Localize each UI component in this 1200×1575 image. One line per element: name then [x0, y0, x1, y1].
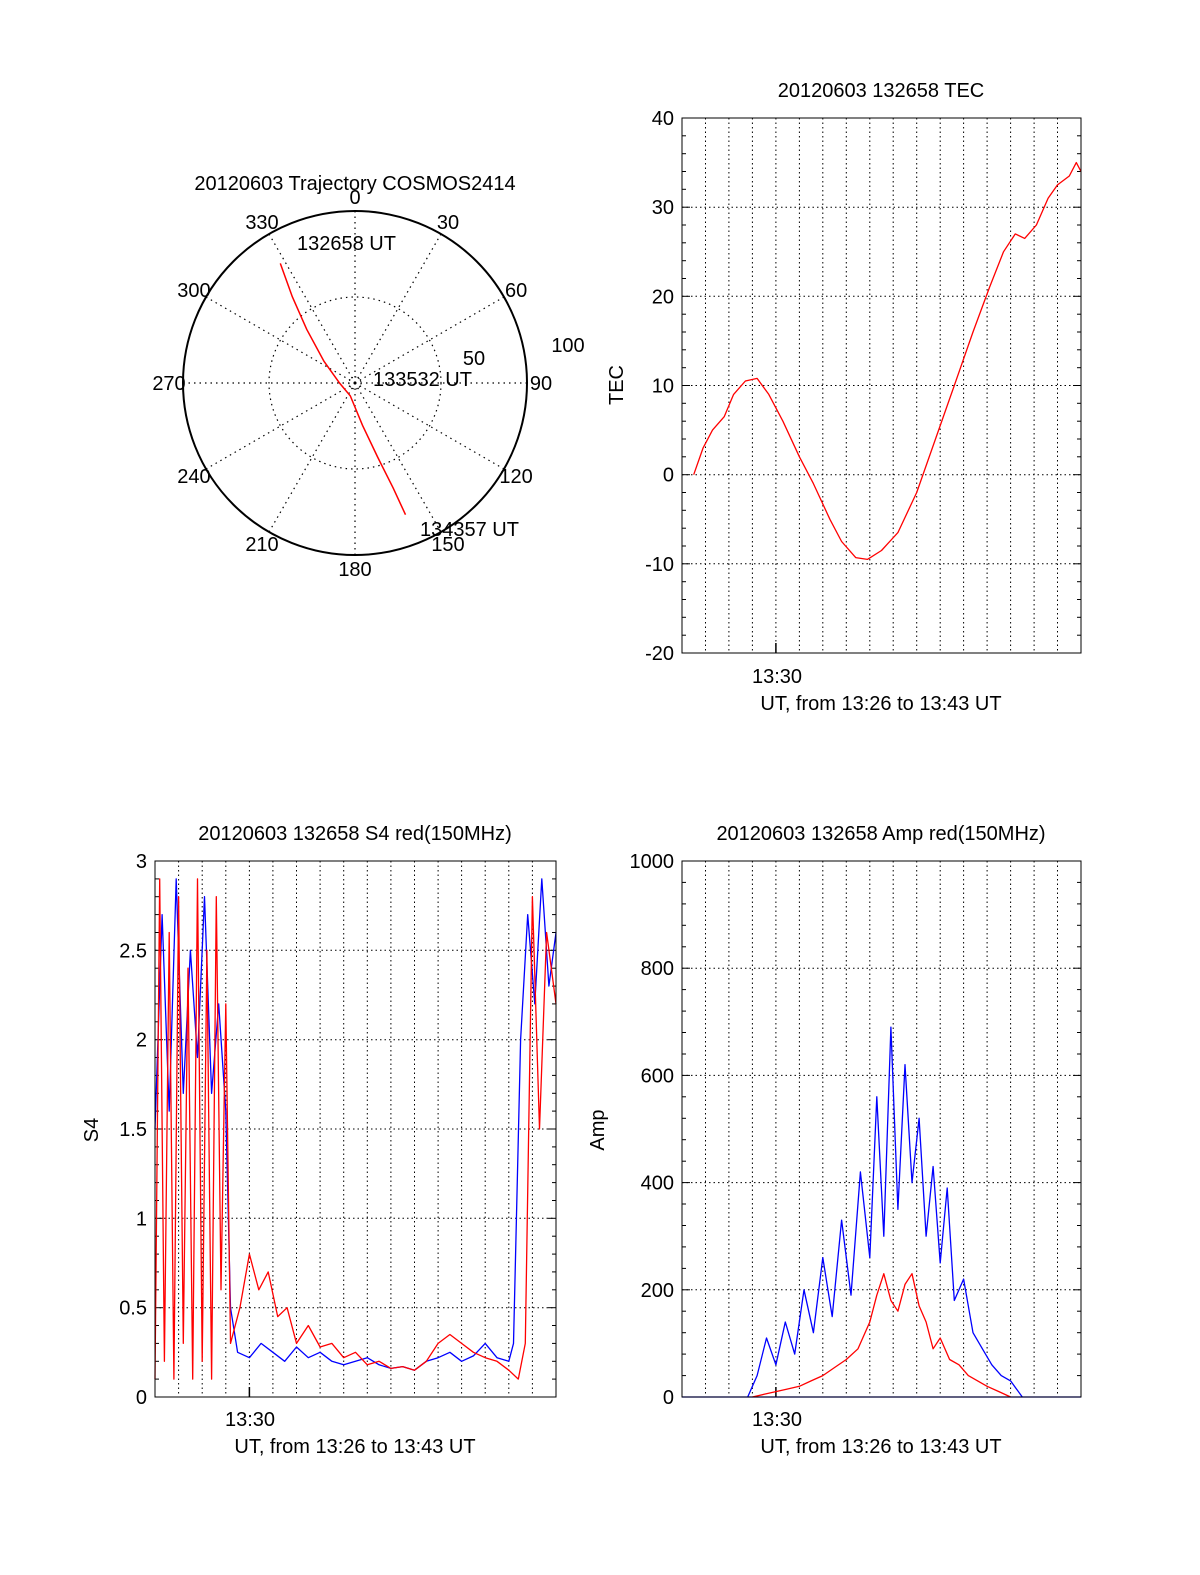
amp-y-tick-label: 1000 — [630, 851, 675, 873]
s4-plot: 20120603 132658 S4 red(150MHz) 3 2.5 2 1.5 1… — [81, 823, 557, 1458]
polar-series — [279, 263, 407, 516]
polar-spoke-330 — [268, 233, 356, 384]
polar-azimuth-label: 180 — [338, 559, 371, 581]
polar-azimuth-label: 120 — [499, 466, 532, 488]
polar-radial-label-100: 100 — [551, 335, 584, 357]
amp-minor-ticks — [682, 860, 1081, 1398]
tec-y-tick-label: 40 — [652, 108, 674, 130]
polar-title: 20120603 Trajectory COSMOS2414 — [194, 173, 515, 195]
amp-title: 20120603 132658 Amp red(150MHz) — [716, 823, 1045, 845]
polar-azimuth-label: 150 — [431, 534, 464, 556]
polar-azimuth-label: 60 — [505, 280, 527, 302]
tec-plot: 20120603 132658 TEC 40 30 20 10 0 -10 -20 13:3… — [606, 80, 1082, 715]
s4-minor-ticks — [155, 860, 556, 1398]
tec-y-tick-label: -10 — [645, 554, 674, 576]
polar-spoke-150 — [354, 382, 442, 533]
s4-y-tick-label: 2.5 — [119, 940, 147, 962]
amp-y-tick-label: 400 — [641, 1173, 674, 1195]
amp-y-tick-label: 800 — [641, 958, 674, 980]
amp-x-tick-label: 13:30 — [752, 1409, 802, 1431]
s4-x-tick-label: 13:30 — [225, 1409, 275, 1431]
s4-y-tick-labels: 3 2.5 2 1.5 1 0.5 0 — [119, 851, 147, 1409]
polar-spoke-240 — [205, 382, 356, 470]
tec-plot-frame — [681, 117, 1082, 654]
polar-spokes — [183, 211, 527, 555]
s4-title: 20120603 132658 S4 red(150MHz) — [198, 823, 512, 845]
tec-x-tick-label: 13:30 — [752, 666, 802, 688]
polar-annotation-end: 134357 UT — [420, 519, 519, 541]
s4-y-tick-label: 2 — [136, 1030, 147, 1052]
amp-series-line-2 — [752, 1273, 1011, 1398]
s4-y-tick-label: 0 — [136, 1387, 147, 1409]
tec-y-tick-labels: 40 30 20 10 0 -10 -20 — [645, 108, 674, 665]
tec-series — [693, 161, 1082, 561]
amp-y-tick-labels: 1000 800 600 400 200 0 — [630, 851, 675, 1409]
s4-plot-frame — [154, 860, 557, 1398]
polar-azimuth-label: 0 — [349, 187, 360, 209]
amp-grid — [682, 861, 1081, 1397]
s4-series — [154, 878, 557, 1380]
polar-azimuth-label: 30 — [437, 212, 459, 234]
polar-spoke-30 — [354, 233, 442, 384]
s4-y-axis-label: S4 — [81, 1118, 103, 1142]
polar-azimuth-label: 270 — [152, 373, 185, 395]
s4-y-tick-label: 3 — [136, 851, 147, 873]
amp-y-tick-label: 0 — [663, 1387, 674, 1409]
s4-grid — [155, 861, 556, 1397]
polar-azimuth-label: 90 — [530, 373, 552, 395]
amp-plot-frame — [681, 860, 1082, 1398]
polar-inner-ring — [268, 296, 442, 470]
amp-y-tick-label: 600 — [641, 1065, 674, 1087]
polar-azimuth-label: 240 — [177, 466, 210, 488]
polar-azimuth-label: 300 — [177, 280, 210, 302]
tec-title: 20120603 132658 TEC — [778, 80, 984, 102]
polar-spoke-120 — [354, 382, 505, 470]
s4-y-tick-label: 1.5 — [119, 1119, 147, 1141]
polar-trajectory-line — [279, 263, 407, 516]
amp-y-tick-label: 200 — [641, 1280, 674, 1302]
polar-azimuth-label: 210 — [245, 534, 278, 556]
tec-y-tick-label: -20 — [645, 643, 674, 665]
tec-grid — [682, 118, 1081, 653]
tec-series-line-0 — [693, 161, 1082, 561]
amp-x-axis-label: UT, from 13:26 to 13:43 UT — [760, 1436, 1001, 1458]
polar-trajectory-plot: 20120603 Trajectory COSMOS2414 0 30 60 90 12… — [152, 173, 584, 581]
polar-azimuth-labels: 0 30 60 90 120 150 180 210 240 270 300 330 — [152, 187, 552, 581]
amp-series — [682, 1026, 1081, 1398]
tec-y-tick-label: 0 — [663, 465, 674, 487]
polar-radial-label-50: 50 — [463, 348, 485, 370]
tec-y-tick-label: 20 — [652, 286, 674, 308]
polar-azimuth-label: 330 — [245, 212, 278, 234]
s4-series-line-0 — [154, 878, 557, 1371]
s4-x-axis-label: UT, from 13:26 to 13:43 UT — [234, 1436, 475, 1458]
amp-plot: 20120603 132658 Amp red(150MHz) 1000 800 6… — [587, 823, 1082, 1458]
tec-y-tick-label: 10 — [652, 376, 674, 398]
polar-annotation-mid: 133532 UT — [373, 369, 472, 391]
tec-x-axis-label: UT, from 13:26 to 13:43 UT — [760, 693, 1001, 715]
s4-series-line-1 — [154, 878, 557, 1380]
polar-spoke-210 — [268, 382, 356, 533]
polar-annotation-start: 132658 UT — [297, 233, 396, 255]
tec-y-tick-label: 30 — [652, 197, 674, 219]
tec-y-axis-label: TEC — [606, 365, 628, 405]
s4-y-tick-label: 1 — [136, 1208, 147, 1230]
amp-y-axis-label: Amp — [587, 1109, 609, 1150]
s4-y-tick-label: 0.5 — [119, 1298, 147, 1320]
polar-spoke-60 — [354, 296, 505, 384]
amp-series-line-1 — [747, 1026, 1023, 1398]
tec-minor-ticks — [682, 117, 1081, 654]
